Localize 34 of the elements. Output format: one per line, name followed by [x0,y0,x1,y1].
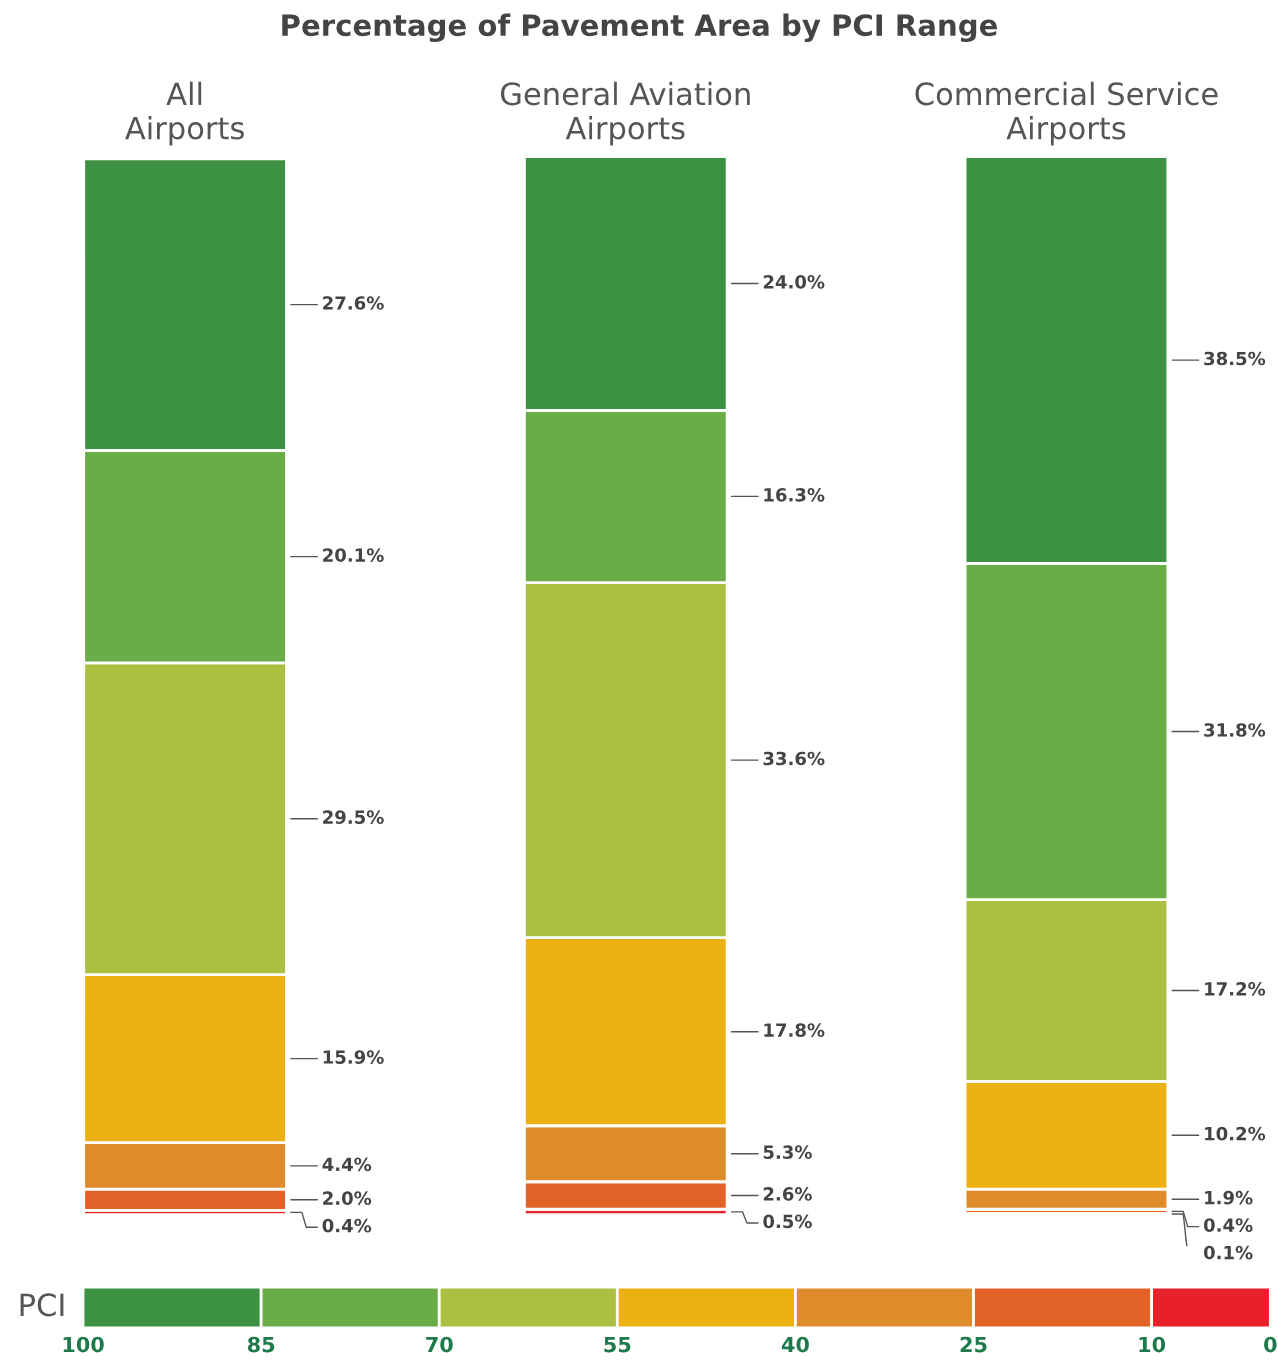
data-label: 38.5% [1204,351,1266,366]
color-bar-label: 10 [1139,1336,1166,1353]
data-label: 27.6% [323,296,384,310]
data-label: 4.4% [322,1157,372,1172]
data-label: 29.5% [323,810,384,824]
data-label: 20.1% [323,548,384,562]
data-label: 2.6% [763,1187,812,1201]
color-bar-label: 85 [247,1336,275,1353]
x-tick-label: All Airports [125,81,244,146]
data-label: 0.4% [322,1218,372,1233]
data-label: 33.6% [763,751,825,766]
data-label: 0.4% [1203,1218,1253,1232]
data-label: 1.9% [1205,1190,1253,1205]
color-bar-label: 40 [781,1336,809,1353]
data-label: 17.2% [1205,982,1266,996]
data-label: 10.2% [1205,1126,1266,1141]
data-label: 24.0% [763,275,825,289]
data-label: 17.8% [764,1023,825,1037]
color-bar-label: 0 [1264,1336,1277,1353]
data-label: 0.5% [763,1214,812,1229]
chart-title: Percentage of Pavement Area by PCI Range [282,13,997,43]
color-bar-label: 25 [960,1336,987,1353]
color-bar-label: 70 [426,1336,453,1353]
color-bar-title: PCI [20,1293,64,1317]
data-label: 15.9% [323,1050,384,1064]
data-label: 31.8% [1204,723,1266,737]
x-tick-label: General Aviation Airports [500,81,750,146]
color-bar-label: 55 [604,1336,631,1353]
data-label: 0.1% [1203,1245,1253,1260]
data-label: 2.0% [323,1191,372,1205]
data-label: 5.3% [763,1145,812,1159]
data-label: 16.3% [764,487,825,502]
x-tick-label: Commercial Service Airports [915,81,1218,146]
color-bar-label: 100 [63,1336,104,1353]
